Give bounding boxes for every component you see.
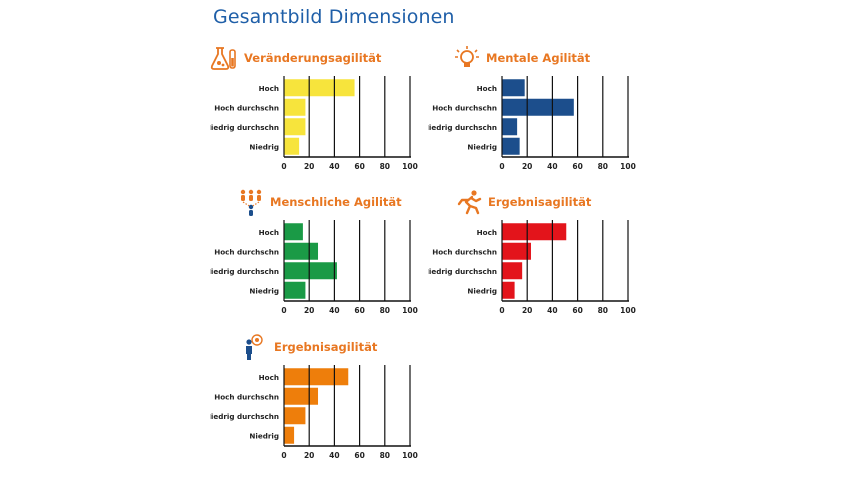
tick-label: 60 xyxy=(572,162,582,171)
bar xyxy=(502,118,518,136)
tick-label: 80 xyxy=(380,162,390,171)
panel-header: Menschliche Agilität xyxy=(236,188,402,216)
tick-label: 100 xyxy=(620,162,636,171)
tick-label: 40 xyxy=(547,162,557,171)
tick-label: 60 xyxy=(354,162,364,171)
category-label: Hoch durchschn xyxy=(432,103,497,112)
tick-label: 100 xyxy=(620,306,636,315)
category-label: Hoch xyxy=(259,84,279,93)
bar xyxy=(284,98,306,116)
tick-label: 20 xyxy=(522,162,532,171)
tick-label: 0 xyxy=(281,306,286,315)
bar xyxy=(502,262,523,280)
tick-label: 40 xyxy=(329,306,339,315)
tick-label: 20 xyxy=(522,306,532,315)
bar xyxy=(284,387,319,405)
category-label: Niedrig durchschn xyxy=(428,123,497,132)
tick-label: 60 xyxy=(572,306,582,315)
tick-label: 100 xyxy=(402,451,418,460)
bar xyxy=(284,223,303,241)
panel-title: Ergebnisagilität xyxy=(488,195,592,209)
category-label: Niedrig xyxy=(249,286,279,295)
tick-label: 80 xyxy=(380,451,390,460)
chart-panel-ergebnisagilitaet-2: Ergebnisagilität Hoch Hoch durchschn Niedr… xyxy=(210,333,430,463)
bar-chart: Hoch Hoch durchschn Niedrig durchschn Niedr… xyxy=(210,220,418,315)
bar-chart: Hoch Hoch durchschn Niedrig durchschn Niedr… xyxy=(428,76,636,171)
bar xyxy=(284,281,306,299)
category-label: Hoch durchschn xyxy=(432,247,497,256)
tick-label: 0 xyxy=(499,306,504,315)
category-label: Niedrig xyxy=(249,431,279,440)
tick-label: 40 xyxy=(329,451,339,460)
panel-header: Veränderungsagilität xyxy=(210,44,381,72)
bar xyxy=(502,98,574,116)
tick-label: 20 xyxy=(304,306,314,315)
category-label: Niedrig durchschn xyxy=(210,412,279,421)
person-target-icon xyxy=(246,334,263,360)
panel-title: Veränderungsagilität xyxy=(244,51,382,65)
bar xyxy=(284,262,337,280)
tick-label: 0 xyxy=(499,162,504,171)
chart-panel-veraenderungsagilitaet: Veränderungsagilität Hoch Hoch durchschn N… xyxy=(210,44,430,174)
tick-label: 60 xyxy=(354,451,364,460)
category-label: Hoch xyxy=(477,84,497,93)
category-label: Niedrig xyxy=(467,286,497,295)
bar xyxy=(284,426,295,444)
category-label: Hoch durchschn xyxy=(214,103,279,112)
category-label: Hoch durchschn xyxy=(214,247,279,256)
category-label: Niedrig durchschn xyxy=(210,123,279,132)
category-label: Niedrig xyxy=(467,142,497,151)
bar xyxy=(284,242,319,260)
tick-label: 80 xyxy=(380,306,390,315)
bar-chart: Hoch Hoch durchschn Niedrig durchschn Niedr… xyxy=(210,76,418,171)
panel-header: Ergebnisagilität xyxy=(454,188,591,216)
category-label: Hoch durchschn xyxy=(214,392,279,401)
category-label: Niedrig durchschn xyxy=(210,267,279,276)
bar xyxy=(284,137,300,155)
tick-label: 100 xyxy=(402,162,418,171)
people-network-icon xyxy=(240,189,262,216)
panel-header: Ergebnisagilität xyxy=(240,333,377,361)
category-label: Hoch xyxy=(259,373,279,382)
category-label: Niedrig xyxy=(249,142,279,151)
bar xyxy=(284,368,349,386)
panel-header: Mentale Agilität xyxy=(452,44,590,72)
lab-flask-icon xyxy=(210,47,236,70)
bar xyxy=(284,118,306,136)
bar-chart: Hoch Hoch durchschn Niedrig durchschn Niedr… xyxy=(428,220,636,315)
bar xyxy=(502,137,520,155)
page-title: Gesamtbild Dimensionen xyxy=(213,6,455,28)
bar xyxy=(502,79,525,97)
tick-label: 80 xyxy=(598,306,608,315)
running-person-icon xyxy=(457,190,482,215)
bar xyxy=(284,407,306,425)
chart-panel-menschliche-agilitaet: Menschliche Agilität Hoch Hoch durchschn N… xyxy=(210,188,430,318)
bar xyxy=(502,281,515,299)
tick-label: 40 xyxy=(547,306,557,315)
tick-label: 20 xyxy=(304,451,314,460)
bar xyxy=(502,242,531,260)
tick-label: 0 xyxy=(281,162,286,171)
bar-chart: Hoch Hoch durchschn Niedrig durchschn Niedr… xyxy=(210,365,418,460)
lightbulb-icon xyxy=(455,46,479,67)
bar xyxy=(502,223,567,241)
tick-label: 40 xyxy=(329,162,339,171)
category-label: Niedrig durchschn xyxy=(428,267,497,276)
tick-label: 0 xyxy=(281,451,286,460)
category-label: Hoch xyxy=(259,228,279,237)
tick-label: 20 xyxy=(304,162,314,171)
bar xyxy=(284,79,355,97)
panel-title: Menschliche Agilität xyxy=(270,195,402,209)
tick-label: 80 xyxy=(598,162,608,171)
category-label: Hoch xyxy=(477,228,497,237)
panel-title: Ergebnisagilität xyxy=(274,340,378,354)
chart-panel-mentale-agilitaet: Mentale Agilität Hoch Hoch durchschn Niedr… xyxy=(428,44,648,174)
tick-label: 100 xyxy=(402,306,418,315)
chart-panel-ergebnisagilitaet: Ergebnisagilität Hoch Hoch durchschn Niedr… xyxy=(428,188,648,318)
panel-title: Mentale Agilität xyxy=(486,51,591,65)
tick-label: 60 xyxy=(354,306,364,315)
